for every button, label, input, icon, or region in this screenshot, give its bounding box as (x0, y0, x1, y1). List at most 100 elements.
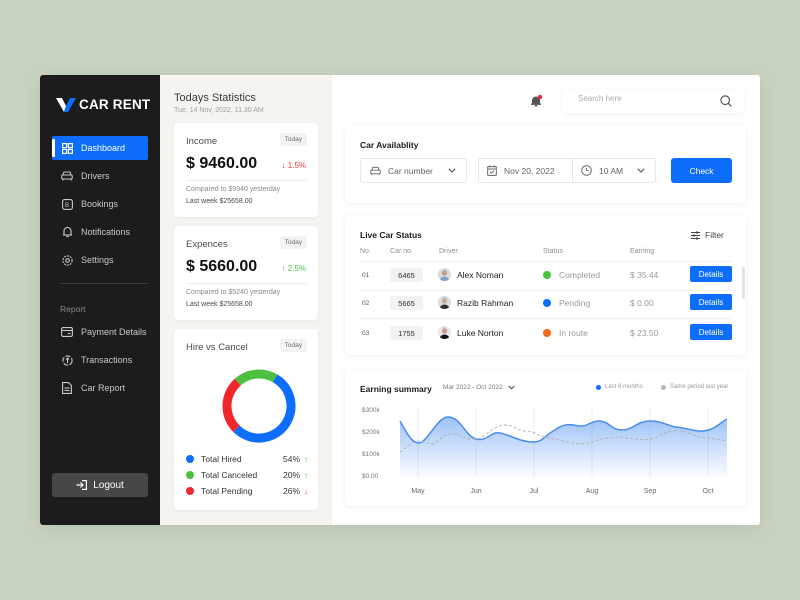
sidebar-item-label: Dashboard (81, 143, 126, 153)
sidebar-item-label: Payment Details (81, 327, 147, 337)
expenses-card: Expences Today $ 5660.00 ↑ 2.5% Compared… (174, 226, 318, 320)
notification-button[interactable] (529, 94, 543, 113)
x-axis-labels: May Jun Jul Aug Sep Oct (411, 488, 713, 495)
blue-dot-icon (596, 384, 601, 390)
logout-button[interactable]: Logout (52, 473, 148, 497)
svg-text:Jun: Jun (470, 488, 481, 495)
app-window: CAR RENT Dashboard Drivers B Bookings No… (40, 75, 760, 525)
svg-text:Sep: Sep (644, 488, 657, 495)
legend-same-period-last-year: Same period last year (661, 384, 728, 390)
blue-dot-icon (186, 455, 194, 463)
status-text: Completed (559, 270, 601, 280)
table-scrollbar[interactable] (742, 267, 745, 299)
today-badge[interactable]: Today (279, 236, 307, 249)
column-header-no: No. (360, 248, 371, 255)
row-number: 03 (362, 330, 370, 337)
column-header-driver: Driver (439, 248, 458, 255)
driver-name: Luke Norton (457, 328, 504, 338)
details-button[interactable]: Details (690, 324, 732, 340)
gear-icon (61, 254, 73, 266)
date-range-select[interactable]: Mar 2022 - Oct 2022 (443, 384, 515, 391)
sidebar: CAR RENT Dashboard Drivers B Bookings No… (40, 75, 160, 525)
expenses-last-week: Last week $25658.00 (186, 301, 253, 308)
svg-text:$200k: $200k (362, 429, 380, 436)
logo[interactable]: CAR RENT (56, 97, 150, 112)
status-completed-dot-icon (543, 271, 551, 279)
sidebar-item-settings[interactable]: Settings (52, 248, 148, 272)
row-number: 02 (362, 300, 370, 307)
sidebar-item-drivers[interactable]: Drivers (52, 164, 148, 188)
driver-name: Alex Noman (457, 270, 504, 280)
sidebar-item-notifications[interactable]: Notifications (52, 220, 148, 244)
logo-v-icon (56, 97, 76, 112)
hire-cancel-donut-chart (222, 369, 296, 443)
car-number-select[interactable]: Car number (360, 158, 467, 183)
sidebar-item-payment-details[interactable]: Payment Details (52, 320, 148, 344)
sidebar-item-transactions[interactable]: Transactions (52, 348, 148, 372)
earning-value: $ 23.50 (630, 328, 659, 338)
earning-summary-title: Earning summary (360, 384, 432, 394)
details-button[interactable]: Details (690, 294, 732, 310)
svg-text:Oct: Oct (703, 488, 714, 495)
car-availability-panel: Car Availablity Car number Nov 20, 2022 … (345, 125, 746, 203)
check-button[interactable]: Check (671, 158, 732, 183)
time-value: 10 AM (599, 165, 624, 176)
svg-text:B: B (65, 203, 69, 209)
avatar (438, 326, 451, 339)
sidebar-item-label: Transactions (81, 355, 133, 365)
svg-text:$0.00: $0.00 (362, 473, 379, 480)
svg-text:$300k: $300k (362, 407, 380, 414)
column-header-status: Status (543, 248, 563, 255)
expenses-delta: ↑ 2.5% (281, 264, 306, 273)
income-amount: $ 9460.00 (186, 155, 258, 172)
legend-total-canceled: Total Canceled 20% ↑ (186, 469, 308, 481)
car-icon (370, 166, 381, 175)
expenses-label: Expences (186, 239, 228, 250)
status-pending-dot-icon (543, 299, 551, 307)
arrow-up-icon: ↑ (281, 264, 286, 273)
search-icon[interactable] (720, 95, 732, 107)
logout-label: Logout (93, 479, 124, 491)
sidebar-item-bookings[interactable]: B Bookings (52, 192, 148, 216)
chevron-down-icon (448, 168, 456, 173)
bell-icon (61, 226, 73, 238)
details-button[interactable]: Details (690, 266, 732, 282)
gray-dot-icon (661, 384, 666, 390)
sidebar-item-car-report[interactable]: Car Report (52, 376, 148, 400)
logout-icon (76, 480, 88, 490)
calendar-icon (487, 165, 497, 176)
todays-statistics: Todays Statistics Tue, 14 Nov, 2022, 11.… (160, 75, 332, 525)
table-row: 03 1755 Luke Norton In route $ 23.50 Det… (360, 320, 732, 348)
svg-text:$100k: $100k (362, 451, 380, 458)
income-delta: ↓ 1.5% (281, 161, 306, 170)
today-badge[interactable]: Today (279, 133, 307, 146)
grid-icon (61, 142, 73, 154)
car-availability-title: Car Availablity (360, 140, 419, 150)
stats-title: Todays Statistics (174, 92, 256, 104)
filter-button[interactable]: Filter (691, 230, 724, 240)
hire-vs-cancel-label: Hire vs Cancel (186, 342, 248, 353)
hire-vs-cancel-card: Hire vs Cancel Today Total Hired 54% ↑ (174, 329, 318, 510)
car-number-value: Car number (388, 165, 433, 176)
report-section-label: Report (60, 304, 86, 314)
divider (360, 261, 731, 262)
date-picker[interactable]: Nov 20, 2022 (479, 159, 573, 182)
column-header-earning: Earning (630, 248, 655, 255)
date-range-value: Mar 2022 - Oct 2022 (443, 384, 503, 391)
car-number-badge: 1755 (390, 326, 423, 340)
sidebar-item-label: Settings (81, 255, 114, 265)
filter-icon (691, 230, 700, 240)
today-badge[interactable]: Today (279, 339, 307, 352)
search-input[interactable] (578, 94, 708, 103)
arrow-down-icon: ↓ (281, 161, 286, 170)
divider (186, 180, 307, 181)
driver-name: Razib Rahman (457, 298, 514, 308)
sidebar-item-dashboard[interactable]: Dashboard (52, 136, 148, 160)
legend-total-hired: Total Hired 54% ↑ (186, 453, 308, 465)
avatar (438, 268, 451, 281)
notification-dot (537, 94, 543, 100)
status-text: In route (559, 328, 588, 338)
time-select[interactable]: 10 AM (573, 159, 655, 182)
wallet-icon (61, 326, 73, 338)
main-content: Car Availablity Car number Nov 20, 2022 … (332, 75, 760, 525)
